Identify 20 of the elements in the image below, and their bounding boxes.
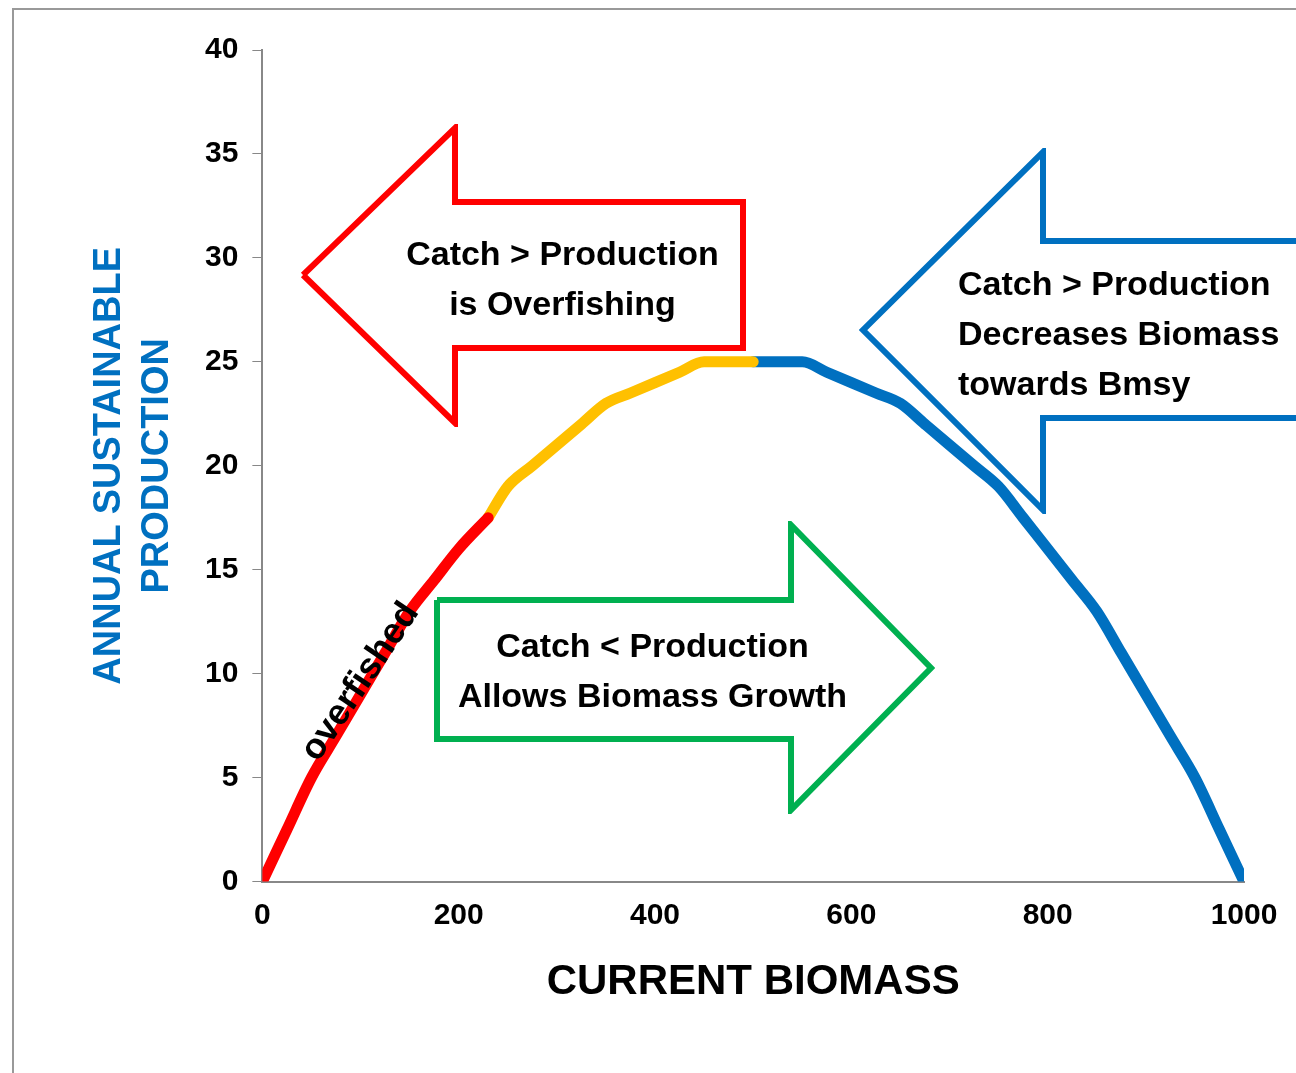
annotation: Catch > Production Decreases Biomass towards Bmsy <box>958 263 1281 404</box>
y-tick-label: 25 <box>204 343 239 377</box>
y-tick-label: 0 <box>221 862 239 896</box>
x-tick-label: 600 <box>826 896 877 930</box>
y-tick-label: 20 <box>204 447 239 481</box>
x-tick-label: 200 <box>433 896 484 930</box>
x-axis-title: CURRENT BIOMASS <box>546 956 960 1004</box>
x-tick-label: 800 <box>1022 896 1073 930</box>
annotation: Catch < Production Allows Biomass Growth <box>456 625 849 716</box>
y-tick-label: 30 <box>204 239 239 273</box>
y-tick-label: 15 <box>204 551 239 585</box>
y-tick-label: 10 <box>204 654 239 688</box>
x-tick-label: 0 <box>254 896 271 930</box>
annotation: Catch > Production is Overfishing <box>405 233 720 324</box>
y-axis-title: ANNUAL SUSTAINABLE PRODUCTION <box>86 246 176 685</box>
x-tick-label: 400 <box>629 896 681 930</box>
x-tick-label: 1000 <box>1210 896 1278 930</box>
y-tick-label: 40 <box>204 31 239 65</box>
y-tick-label: 5 <box>221 758 239 792</box>
y-tick-label: 35 <box>204 135 239 169</box>
